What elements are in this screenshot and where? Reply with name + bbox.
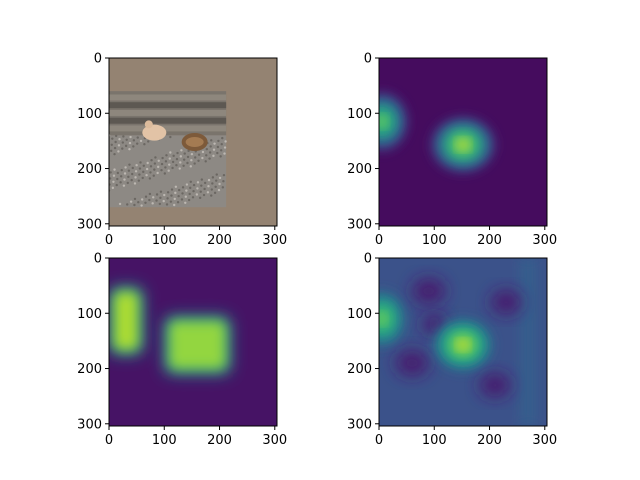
y-tick-label: 300 <box>77 217 102 232</box>
y-tick-label: 300 <box>347 217 372 232</box>
axes-frame <box>378 257 548 427</box>
heatmap-band <box>519 258 537 426</box>
y-tick-label: 300 <box>347 417 372 432</box>
x-tick-label: 300 <box>532 233 557 248</box>
axes-frame <box>108 257 278 427</box>
x-tick-label: 100 <box>422 233 447 248</box>
x-tick-label: 300 <box>262 433 287 448</box>
heatmap-dark-spot <box>479 372 511 398</box>
x-tick-label: 0 <box>375 233 383 248</box>
y-tick-label: 0 <box>364 252 372 267</box>
plot-area-top-right <box>379 58 547 226</box>
photo <box>109 91 227 208</box>
y-tick-label: 100 <box>347 107 372 122</box>
y-tick-label: 300 <box>77 417 102 432</box>
x-tick-label: 200 <box>477 233 502 248</box>
x-tick-label: 300 <box>262 233 287 248</box>
y-tick-label: 0 <box>94 52 102 67</box>
x-tick-label: 0 <box>105 433 113 448</box>
heatmap-blob <box>379 93 407 150</box>
x-tick-label: 100 <box>422 433 447 448</box>
x-tick-label: 200 <box>207 233 232 248</box>
plot-area-bottom-left <box>109 258 277 426</box>
heatmap-dark-spot <box>412 277 446 305</box>
x-tick-label: 0 <box>105 233 113 248</box>
plot-area-top-left <box>109 58 277 226</box>
heatmap-region <box>109 286 144 355</box>
heatmap-dark-spot <box>395 349 429 377</box>
x-tick-label: 0 <box>375 433 383 448</box>
x-tick-label: 300 <box>532 433 557 448</box>
y-tick-label: 100 <box>347 307 372 322</box>
plot-area-bottom-right <box>379 258 547 426</box>
heatmap-blob <box>379 292 404 346</box>
y-tick-label: 0 <box>364 52 372 67</box>
x-tick-label: 200 <box>207 433 232 448</box>
y-tick-label: 200 <box>347 362 372 377</box>
x-tick-label: 100 <box>152 433 177 448</box>
axes-frame <box>108 57 278 227</box>
y-tick-label: 200 <box>347 162 372 177</box>
y-tick-label: 200 <box>77 162 102 177</box>
heatmap-blob <box>432 118 494 172</box>
heatmap-blob <box>434 320 492 370</box>
heatmap-dark-spot <box>422 314 447 335</box>
y-tick-label: 200 <box>77 362 102 377</box>
y-tick-label: 0 <box>94 252 102 267</box>
y-tick-label: 100 <box>77 307 102 322</box>
axes-frame <box>378 57 548 227</box>
heatmap-dark-spot <box>490 289 522 315</box>
x-tick-label: 100 <box>152 233 177 248</box>
heatmap-region <box>164 316 231 375</box>
y-tick-label: 100 <box>77 107 102 122</box>
x-tick-label: 200 <box>477 433 502 448</box>
